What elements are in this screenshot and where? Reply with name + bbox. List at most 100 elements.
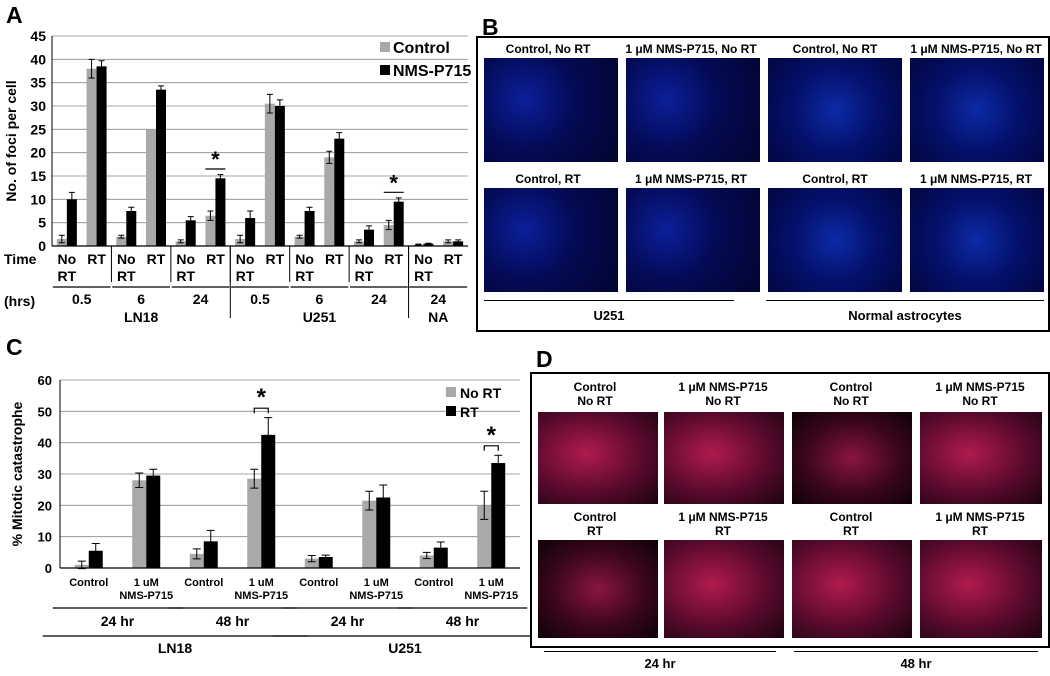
bar-a-1-3 [156, 89, 166, 247]
bar-a-0-2 [116, 236, 127, 246]
errorbar-a-1-5 [217, 174, 224, 183]
d-group-line-24 [544, 651, 776, 652]
b-image-u251-control-nort [484, 58, 618, 162]
time-group-a-2: 24 [193, 291, 209, 307]
ytick-a-8: 40 [30, 51, 46, 67]
errorbar-a-0-13 [445, 239, 452, 244]
time-group-a-4: 6 [316, 291, 324, 307]
sig-star-c-0: * [257, 384, 267, 411]
b-label-bottom-1: Control, RT [515, 172, 581, 186]
cell-group-a-2: NA [428, 309, 448, 325]
b-image-na-control-rt [768, 188, 902, 292]
cell-group-a-1: U251 [303, 309, 337, 325]
bar-a-0-4 [175, 241, 186, 246]
b-label-bottom-2: 1 μM NMS-P715, RT [634, 172, 748, 186]
time-group-a-3: 0.5 [250, 291, 270, 307]
b-label-bottom-3: Control, RT [802, 172, 868, 186]
d-image-24h-drug-nort [664, 412, 784, 504]
bar-a-1-10 [364, 229, 374, 246]
xtick-c-1-l2: NMS-P715 [119, 590, 173, 602]
xtick-a-12-l2: RT [414, 268, 433, 284]
d-image-48h-drug-rt [920, 540, 1042, 638]
d-group-line-48 [794, 651, 1038, 652]
sig-star-a-0: * [211, 147, 220, 172]
errorbar-a-0-0 [58, 234, 65, 244]
ylabel-a: No. of foci per cell [3, 80, 19, 201]
xtick-a-10-l1: No [355, 251, 374, 267]
xtick-a-9: RT [325, 251, 344, 267]
time-group-a-6: 24 [430, 291, 446, 307]
d-label-bottom-1: Control RT [532, 510, 658, 538]
xtick-a-5: RT [206, 251, 225, 267]
legend-label-c-0: No RT [460, 385, 502, 401]
errorbar-c-1-4 [321, 554, 330, 560]
errorbar-c-0-4 [307, 554, 316, 563]
xtick-a-12-l1: No [414, 251, 433, 267]
b-image-u251-drug-rt [626, 188, 760, 292]
errorbar-c-1-5 [379, 484, 388, 511]
d-label-bottom-4-line2: RT [972, 524, 988, 538]
bar-c-1-1 [146, 475, 161, 568]
errorbar-c-1-6 [436, 541, 445, 554]
errorbar-a-1-13 [455, 239, 462, 244]
errorbar-a-0-7 [266, 93, 273, 114]
xtick-a-2-l1: No [117, 251, 136, 267]
xtick-a-13: RT [444, 251, 463, 267]
xtick-c-5-l1: 1 uM [364, 577, 389, 589]
xtick-c-3-l1: 1 uM [249, 577, 274, 589]
ytick-a-3: 15 [30, 168, 46, 184]
d-image-24h-control-rt [538, 540, 658, 638]
d-label-top-4-line1: 1 μM NMS-P715 [935, 380, 1025, 394]
errorbar-a-0-12 [415, 243, 422, 246]
errorbar-a-1-3 [158, 85, 164, 94]
xtick-a-8-l1: No [295, 251, 314, 267]
time-group-a-1: 6 [137, 291, 145, 307]
errorbar-a-1-10 [366, 225, 372, 234]
errorbar-c-0-6 [422, 551, 431, 560]
d-label-top-1-line1: Control [573, 380, 617, 394]
b-group-na: Normal astrocytes [848, 308, 962, 323]
errorbar-c-0-3 [250, 468, 259, 489]
sig-star-a-1: * [389, 170, 398, 195]
panel-d-box: Control No RT 1 μM NMS-P715 No RT Control N… [530, 372, 1050, 648]
ytick-a-2: 10 [30, 191, 46, 207]
ytick-c-1: 10 [38, 530, 52, 545]
b-image-u251-control-rt [484, 188, 618, 292]
errorbar-a-1-7 [276, 99, 283, 113]
bar-a-1-9 [334, 138, 345, 246]
d-label-top-2: 1 μM NMS-P715 No RT [660, 380, 786, 408]
errorbar-c-1-0 [91, 543, 100, 559]
bar-a-0-5 [205, 215, 216, 246]
bar-a-0-11 [383, 225, 394, 246]
xtick-c-7-l1: 1 uM [479, 577, 504, 589]
d-label-top-3-line2: No RT [833, 394, 869, 408]
bar-c-1-5 [376, 497, 391, 568]
legend-swatch-a-1 [380, 65, 390, 75]
d-label-top-3-line1: Control [829, 380, 873, 394]
d-label-top-1-line2: No RT [577, 394, 613, 408]
ytick-a-0: 0 [38, 238, 46, 254]
xtick-a-4-l2: RT [176, 268, 195, 284]
errorbar-c-1-3 [264, 417, 273, 453]
xtick-c-6: Control [414, 577, 453, 589]
b-label-top-3: Control, No RT [792, 42, 878, 56]
ytick-a-7: 35 [30, 75, 46, 91]
errorbar-a-0-5 [207, 210, 214, 221]
errorbar-c-0-1 [135, 472, 144, 488]
cell-group-c-1: U251 [388, 640, 422, 656]
b-image-na-drug-nort [910, 58, 1044, 162]
xtick-c-1-l1: 1 uM [134, 577, 159, 589]
errorbar-a-0-10 [356, 239, 362, 244]
errorbar-a-0-1 [88, 58, 95, 79]
b-group-u251: U251 [593, 308, 625, 323]
errorbar-a-0-8 [296, 234, 303, 239]
bar-a-1-6 [245, 218, 256, 246]
xtick-c-4: Control [299, 577, 338, 589]
time-group-c-0: 24 hr [101, 613, 135, 629]
xtick-a-0-l2: RT [58, 268, 77, 284]
errorbar-a-1-8 [306, 206, 313, 216]
bar-a-1-4 [185, 220, 196, 246]
b-group-line-na [766, 300, 1044, 301]
errorbar-a-1-6 [247, 210, 254, 226]
bar-c-1-0 [88, 550, 103, 568]
